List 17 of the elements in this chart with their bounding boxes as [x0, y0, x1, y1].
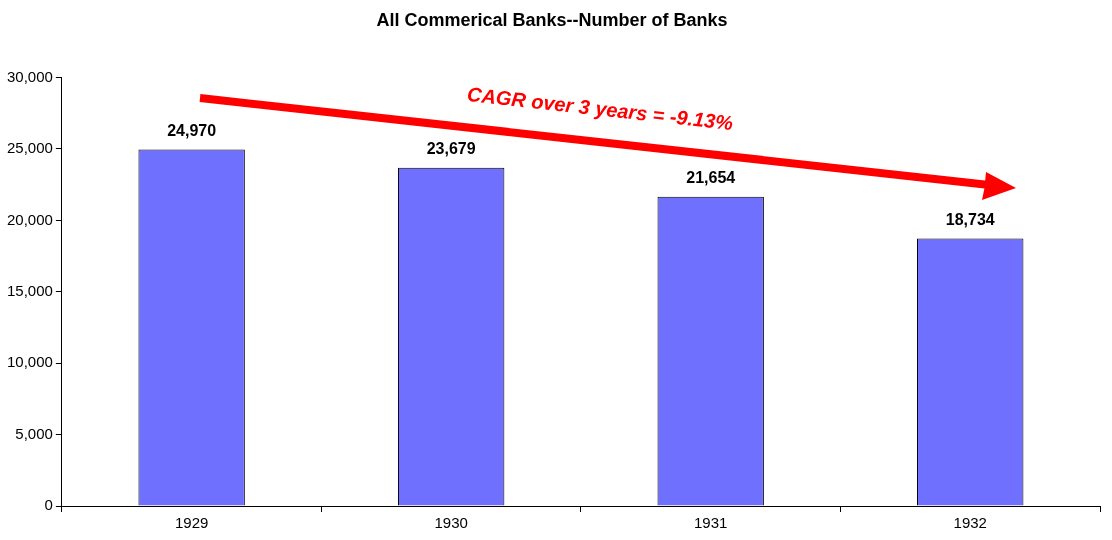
- data-label: 23,679: [426, 140, 476, 158]
- data-label: 21,654: [686, 169, 736, 187]
- data-label: 18,734: [945, 210, 995, 228]
- data-label: 24,970: [167, 121, 217, 139]
- annotation: CAGR over 3 years = -9.13%: [466, 82, 735, 135]
- y-tick-label: 5,000: [15, 424, 53, 442]
- y-tick-label: 15,000: [6, 281, 53, 299]
- y-tick-label: 10,000: [6, 353, 53, 371]
- x-tick-label: 1929: [174, 514, 209, 532]
- y-tick-label: 30,000: [6, 67, 53, 85]
- x-tick-label: 1931: [694, 514, 728, 532]
- x-tick-label: 1930: [434, 514, 468, 532]
- chart-title: All Commerical Banks--Number of Banks: [376, 9, 728, 30]
- y-tick-label: 25,000: [6, 139, 53, 157]
- y-tick-label: 20,000: [6, 210, 53, 228]
- y-tick-label: 0: [44, 496, 53, 514]
- x-tick-label: 1932: [953, 514, 987, 532]
